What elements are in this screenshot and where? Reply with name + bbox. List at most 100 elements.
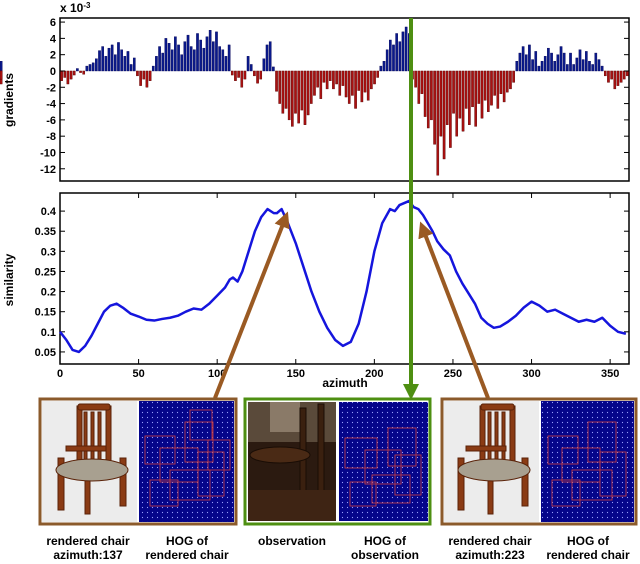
gradient-bar	[63, 70, 67, 78]
gradient-bar	[155, 56, 158, 72]
arrows	[213, 18, 490, 400]
gradient-bar	[509, 70, 512, 90]
gradient-bar	[0, 61, 3, 72]
gradient-bar	[442, 70, 446, 160]
azimuth-x-tick-label: 250	[444, 368, 462, 380]
gradient-bar	[477, 70, 481, 104]
similarity-chart: 0.40.350.30.250.20.150.10.05 0 50 100 150 20…	[2, 192, 630, 390]
gradient-bar	[151, 65, 155, 72]
azimuth-x-tick-label: 50	[132, 368, 144, 380]
gradient-bar	[120, 49, 123, 72]
gradient-bar	[610, 70, 613, 80]
gradient-bar	[626, 70, 629, 77]
gradient-bar	[98, 50, 101, 72]
gradient-bar	[540, 61, 544, 72]
gradient-bar	[240, 70, 244, 88]
gradient-bar	[291, 70, 294, 127]
similarity-series-line	[59, 199, 627, 354]
gradients-y-tick-label: -8	[46, 131, 56, 143]
gradient-bar	[139, 70, 142, 86]
panel-rendered-chair-137: rendered chair azimuth:137 HOG of render…	[38, 397, 238, 562]
gradient-bar	[313, 70, 316, 96]
gradient-bar	[275, 70, 278, 92]
azimuth-x-tick-label: 350	[601, 368, 619, 380]
gradient-bar	[591, 64, 594, 72]
gradient-bar	[537, 65, 541, 72]
similarity-y-tick-label: 0.15	[35, 307, 56, 319]
gradient-bar	[556, 54, 560, 72]
gradient-bar	[524, 54, 528, 72]
gradient-bar	[174, 36, 177, 72]
gradient-bar	[117, 42, 120, 72]
gradient-bar	[104, 56, 108, 72]
panel-3-caption-line1: rendered chair	[448, 534, 532, 548]
gradient-bar	[395, 33, 398, 72]
gradient-bar	[493, 70, 496, 96]
gradient-bar	[562, 52, 566, 72]
gradient-bar	[338, 70, 342, 96]
gradient-bar	[114, 54, 117, 72]
gradient-bar	[101, 46, 104, 72]
observation-photo-image	[248, 402, 336, 521]
gradient-bar	[382, 61, 386, 72]
panel-1-border	[38, 397, 238, 526]
gradient-bar	[69, 70, 73, 80]
gradient-bar	[82, 70, 86, 75]
gradient-bar	[426, 70, 430, 129]
panel-3-caption-line2: azimuth:223	[455, 548, 525, 562]
gradient-bar	[376, 70, 379, 78]
gradient-bar	[230, 70, 234, 76]
gradient-bar	[237, 70, 240, 78]
gradient-bar	[262, 58, 266, 72]
gradients-chart: 6 4 2 0 -2 -4 -6 -8 -10 -12 x 10-3 gradients	[0, 1, 630, 182]
gradient-bar	[88, 64, 92, 72]
gradient-bar	[129, 64, 133, 72]
gradient-bar	[256, 70, 259, 84]
panel-1-caption-line1: rendered chair	[46, 534, 130, 548]
gradient-bar	[487, 70, 490, 112]
gradient-bar	[363, 70, 367, 93]
panel-1-hog-line1: HOG of	[166, 534, 209, 548]
gradient-bar	[95, 58, 98, 72]
gradients-y-tick-label: -2	[46, 82, 56, 94]
gradient-bar	[300, 70, 304, 111]
gradient-bar	[603, 70, 607, 77]
gradient-bar	[243, 70, 247, 80]
gradient-bar	[85, 65, 89, 72]
gradient-bar	[249, 64, 253, 72]
gradient-bar	[455, 70, 459, 137]
gradient-bar	[91, 62, 95, 72]
gradient-bar	[594, 52, 598, 72]
gradient-bar	[107, 47, 111, 72]
gradient-bar	[585, 51, 588, 72]
panel-1-caption-line2: azimuth:137	[53, 548, 123, 562]
gradient-bar	[278, 70, 281, 104]
panel-3-hog-line1: HOG of	[567, 534, 610, 548]
gradient-bar	[502, 70, 506, 103]
gradient-bar	[464, 70, 468, 109]
gradient-bar	[253, 70, 256, 77]
gradient-bar	[430, 70, 433, 121]
gradient-bar	[512, 70, 515, 83]
gradient-bar	[303, 70, 307, 125]
gradient-bar	[607, 70, 610, 83]
gradient-bar	[458, 70, 462, 119]
gradient-bar	[471, 70, 474, 108]
gradient-bar	[224, 56, 228, 72]
chair-render-2-image	[444, 401, 539, 522]
panel-1-hog-line2: rendered chair	[145, 548, 229, 562]
gradient-bar	[79, 70, 82, 73]
panel-2-caption-line1: observation	[258, 534, 326, 548]
gradient-bar	[193, 49, 196, 72]
gradient-bar	[164, 38, 168, 72]
gradients-scale-label: x 10-3	[60, 1, 91, 15]
gradient-bar	[490, 70, 493, 106]
gradient-bar	[161, 52, 165, 72]
similarity-y-tick-label: 0.4	[41, 206, 57, 218]
gradient-bar	[322, 70, 326, 83]
gradient-bar	[360, 70, 364, 103]
gradient-bar	[398, 41, 402, 72]
gradient-bar	[145, 70, 149, 88]
gradients-y-tick-label: 6	[50, 17, 56, 29]
gradient-bar	[306, 70, 310, 116]
